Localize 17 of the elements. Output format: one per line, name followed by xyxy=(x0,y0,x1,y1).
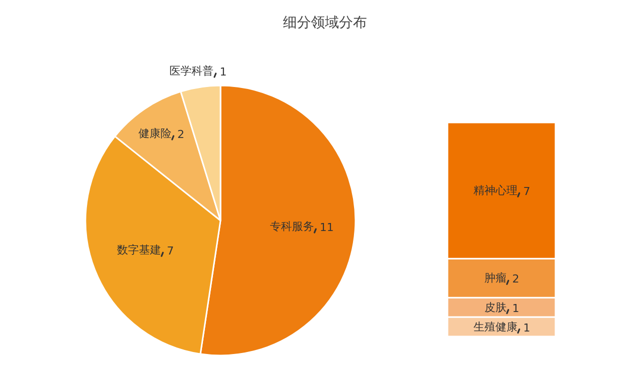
series-label: 精神心理 xyxy=(473,184,518,198)
series-label: 皮肤 xyxy=(484,300,506,314)
slice-label: 数字基建 xyxy=(116,244,161,257)
slice-label: 健康险 xyxy=(138,126,172,140)
data-label: 1 xyxy=(512,302,520,315)
data-label: 1 xyxy=(220,65,227,78)
data-label: 11 xyxy=(320,221,334,234)
slice-label: 专科服务 xyxy=(270,220,314,234)
data-label: 1 xyxy=(523,321,530,334)
data-label: 2 xyxy=(512,272,520,286)
data-label: 7 xyxy=(166,244,174,258)
slice-label: 医学科普 xyxy=(170,64,214,78)
series-label: 肿瘤 xyxy=(484,272,506,285)
data-label: 2 xyxy=(177,128,184,141)
data-label: 7 xyxy=(523,185,530,198)
chart-title: 细分领域分布 xyxy=(283,14,367,33)
series-label: 生殖健康 xyxy=(473,320,518,334)
